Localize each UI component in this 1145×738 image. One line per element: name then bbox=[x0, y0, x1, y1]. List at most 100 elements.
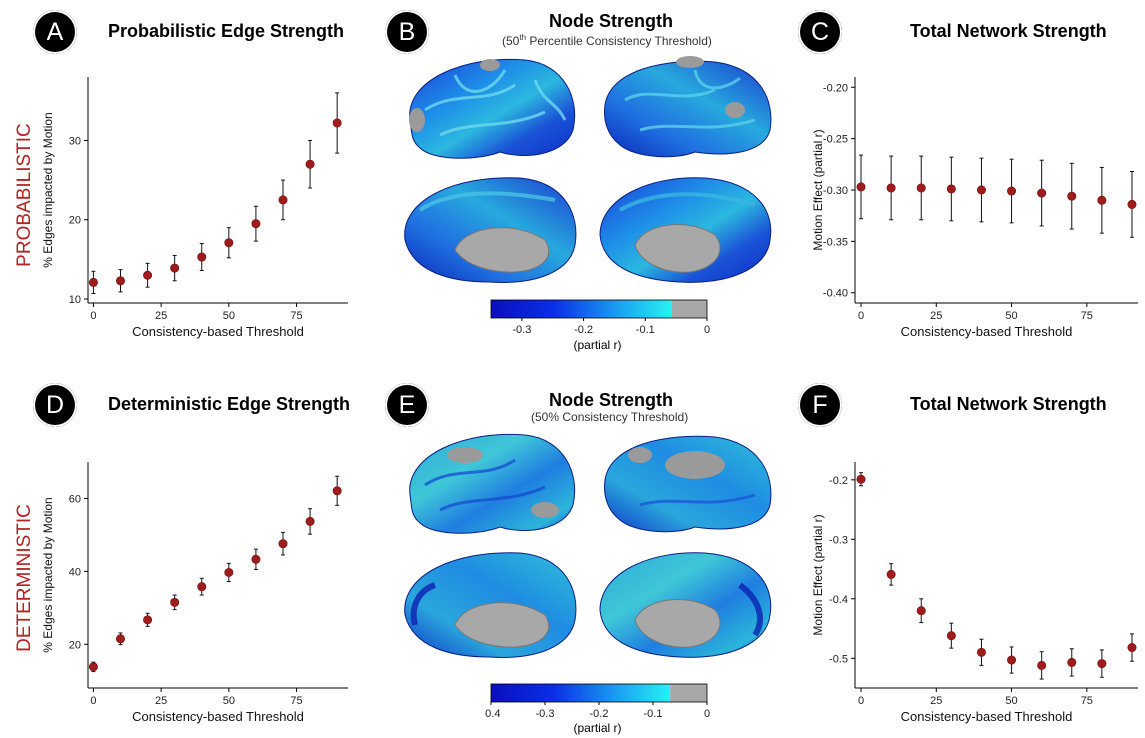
chart-f-point bbox=[1067, 657, 1077, 667]
chart-f-y-tick-label: -0.5 bbox=[829, 653, 848, 665]
chart-f-y-label: Motion Effect (partial r) bbox=[811, 514, 825, 635]
chart-f-y-tick-label: -0.4 bbox=[829, 594, 848, 606]
chart-c-y-tick-label: -0.20 bbox=[823, 82, 848, 94]
chart-c-point bbox=[856, 182, 866, 192]
chart-d-point bbox=[332, 486, 342, 496]
chart-f-x-label: Consistency-based Threshold bbox=[901, 709, 1073, 724]
colorbar-tick-label: 0 bbox=[704, 324, 710, 336]
chart-c-point bbox=[886, 183, 896, 193]
chart-f-point bbox=[886, 569, 896, 579]
colorbar-frame bbox=[490, 299, 708, 319]
chart-d-x-label: Consistency-based Threshold bbox=[132, 709, 304, 724]
chart-a: 0 25 50 75 10 20 30 Consistency-based Threshold… bbox=[41, 77, 348, 339]
panel-c-letter: C bbox=[810, 18, 830, 46]
chart-c-point bbox=[1007, 186, 1017, 196]
chart-d-point bbox=[278, 539, 288, 549]
chart-a-y-tick-label: 20 bbox=[69, 215, 81, 227]
chart-a-y-tick-label: 30 bbox=[69, 135, 81, 147]
brain-lateral-right-e bbox=[604, 435, 772, 533]
panel-a-badge: A bbox=[33, 10, 77, 54]
chart-c-point bbox=[1127, 199, 1137, 209]
chart-c-point bbox=[976, 185, 986, 195]
chart-c-point bbox=[1067, 191, 1077, 201]
chart-d-x-tick-label: 0 bbox=[90, 695, 96, 707]
panel-b-title: Node Strength bbox=[549, 11, 673, 31]
colorbar-tick-label: -0.3 bbox=[536, 708, 555, 720]
panel-e-letter: E bbox=[398, 391, 416, 419]
chart-a-y-tick-label: 10 bbox=[69, 294, 81, 306]
colorbar-tick-label: -0.2 bbox=[590, 708, 609, 720]
colorbar-gray-segment bbox=[670, 684, 707, 702]
colorbar-tick-label: -0.1 bbox=[636, 324, 655, 336]
panel-a-letter: A bbox=[46, 18, 64, 46]
panel-b-brain-renders bbox=[404, 56, 772, 283]
chart-a-x-label: Consistency-based Threshold bbox=[132, 324, 304, 339]
colorbar-tick-label: -0.2 bbox=[574, 324, 593, 336]
chart-a-point bbox=[116, 276, 126, 286]
chart-d-x-tick-label: 75 bbox=[290, 695, 302, 707]
chart-f-x-tick-label: 25 bbox=[930, 695, 942, 707]
chart-a-point bbox=[332, 118, 342, 128]
panel-e-title: Node Strength bbox=[549, 390, 673, 410]
colorbar-tick-label: 0 bbox=[704, 708, 710, 720]
colorbar-gradient bbox=[491, 300, 672, 318]
chart-d-x-tick-label: 25 bbox=[155, 695, 167, 707]
chart-d-y-label: % Edges impacted by Motion bbox=[41, 497, 55, 652]
panel-b-subtitle: (50th Percentile Consistency Threshold) bbox=[502, 33, 712, 48]
panel-c-badge: C bbox=[798, 10, 842, 54]
chart-f-point bbox=[946, 631, 956, 641]
colorbar-tick-label: -0.1 bbox=[644, 708, 663, 720]
chart-f-point bbox=[1127, 643, 1137, 653]
brain-medial-left bbox=[404, 177, 577, 283]
chart-a-point bbox=[251, 219, 261, 229]
chart-c-x-tick-label: 0 bbox=[858, 310, 864, 322]
chart-a-point bbox=[224, 238, 234, 248]
panel-f-title: Total Network Strength bbox=[910, 394, 1107, 414]
chart-c-y-tick-label: -0.35 bbox=[823, 236, 848, 248]
colorbar-b: -0.3 -0.2 -0.1 0 bbox=[490, 299, 710, 336]
chart-a-point bbox=[278, 195, 288, 205]
panel-d-title: Deterministic Edge Strength bbox=[108, 394, 351, 414]
chart-a-x-tick-label: 50 bbox=[223, 310, 235, 322]
chart-f-point bbox=[916, 606, 926, 616]
chart-f-point bbox=[1037, 660, 1047, 670]
chart-f-point bbox=[976, 647, 986, 657]
chart-d-y-tick-label: 40 bbox=[69, 566, 81, 578]
chart-c-x-tick-label: 25 bbox=[930, 310, 942, 322]
chart-f-x-tick-label: 50 bbox=[1005, 695, 1017, 707]
chart-d-y-tick-label: 60 bbox=[69, 493, 81, 505]
panel-e-badge: E bbox=[385, 383, 429, 427]
panel-b-badge: B bbox=[385, 10, 429, 54]
chart-a-point bbox=[143, 270, 153, 280]
chart-a-point bbox=[88, 277, 98, 287]
brain-medial-right-e bbox=[599, 552, 772, 658]
chart-d-point bbox=[143, 615, 153, 625]
chart-c-y-tick-label: -0.30 bbox=[823, 185, 848, 197]
chart-f-x-tick-label: 0 bbox=[858, 695, 864, 707]
chart-c-point bbox=[1097, 195, 1107, 205]
brain-medial-right bbox=[599, 177, 772, 283]
chart-c-point bbox=[916, 183, 926, 193]
brain-lateral-left bbox=[409, 58, 576, 159]
chart-c-point bbox=[1037, 188, 1047, 198]
chart-f-x-tick-label: 75 bbox=[1081, 695, 1093, 707]
chart-a-point bbox=[197, 252, 207, 262]
panel-e-subtitle: (50% Consistency Threshold) bbox=[531, 410, 689, 424]
chart-a-x-tick-label: 0 bbox=[90, 310, 96, 322]
chart-d-point bbox=[116, 634, 126, 644]
chart-f-point bbox=[1097, 659, 1107, 669]
colorbar-b-label: (partial r) bbox=[573, 338, 622, 352]
panel-f-badge: F bbox=[798, 383, 842, 427]
chart-d: 0 25 50 75 20 40 60 Consistency-based Threshold… bbox=[41, 462, 348, 724]
chart-d-point bbox=[305, 516, 315, 526]
chart-a-y-label: % Edges impacted by Motion bbox=[41, 112, 55, 267]
chart-f: 0 25 50 75 -0.2 -0.3 -0.4 -0.5 Consistency-based… bbox=[811, 462, 1138, 724]
chart-c-x-label: Consistency-based Threshold bbox=[901, 324, 1073, 339]
chart-d-x-tick-label: 50 bbox=[223, 695, 235, 707]
panel-a-title: Probabilistic Edge Strength bbox=[108, 21, 345, 41]
chart-a-x-tick-label: 25 bbox=[155, 310, 167, 322]
chart-c-point bbox=[946, 184, 956, 194]
colorbar-tick-label: -0.3 bbox=[512, 324, 531, 336]
chart-d-point bbox=[224, 567, 234, 577]
chart-a-point bbox=[170, 263, 180, 273]
